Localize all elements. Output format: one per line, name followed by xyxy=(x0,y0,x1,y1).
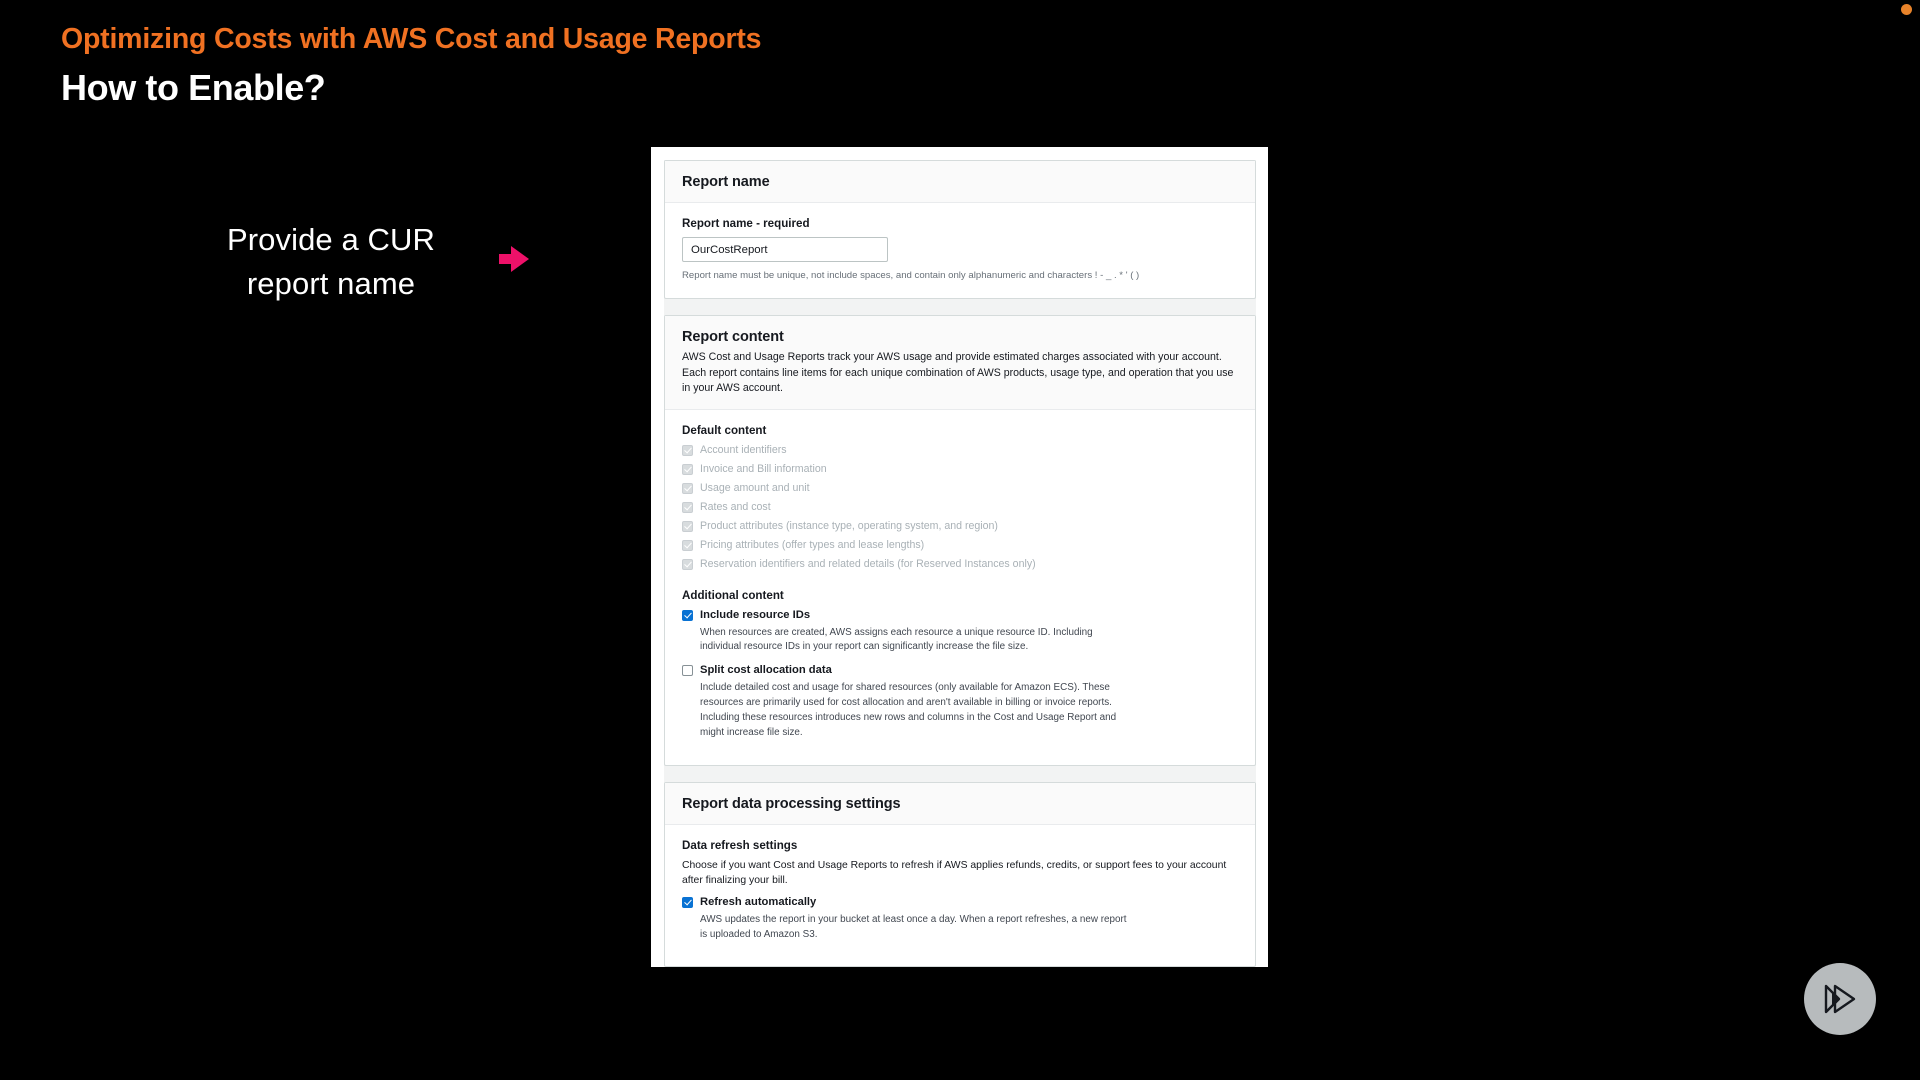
report-name-input[interactable] xyxy=(682,237,888,262)
default-content-item: Product attributes (instance type, opera… xyxy=(682,519,1238,534)
report-name-hint: Report name must be unique, not include … xyxy=(682,270,1140,281)
report-processing-title: Report data processing settings xyxy=(682,795,901,812)
refresh-automatically-row[interactable]: Refresh automatically xyxy=(682,895,1238,911)
aws-console-screenshot: Report name Report name - required Repor… xyxy=(651,147,1268,968)
console-form: Report name Report name - required Repor… xyxy=(664,160,1256,968)
default-content-item-label: Product attributes (instance type, opera… xyxy=(700,519,998,532)
checkbox-checked-disabled-icon xyxy=(682,482,693,494)
report-content-title: Report content xyxy=(682,329,784,346)
slide-eyebrow-title: Optimizing Costs with AWS Cost and Usage… xyxy=(61,23,762,55)
default-content-item-label: Rates and cost xyxy=(700,500,771,513)
default-content-list: Account identifiers Invoice and Bill inf… xyxy=(682,443,1238,572)
split-cost-allocation-label: Split cost allocation data xyxy=(700,664,832,677)
default-content-item-label: Invoice and Bill information xyxy=(700,462,827,475)
split-cost-allocation-row[interactable]: Split cost allocation data xyxy=(682,663,1238,679)
default-content-item-label: Account identifiers xyxy=(700,443,787,456)
checkbox-unchecked-icon[interactable] xyxy=(682,665,693,677)
default-content-item: Pricing attributes (offer types and leas… xyxy=(682,538,1238,553)
report-name-title: Report name xyxy=(682,174,770,190)
checkbox-checked-icon[interactable] xyxy=(682,896,693,908)
checkbox-checked-disabled-icon xyxy=(682,539,693,551)
additional-content-title: Additional content xyxy=(682,588,784,602)
report-content-card-header: Report content AWS Cost and Usage Report… xyxy=(665,316,1255,410)
default-content-title: Default content xyxy=(682,423,767,437)
default-content-item: Reservation identifiers and related deta… xyxy=(682,557,1238,572)
split-cost-allocation-help: Include detailed cost and usage for shar… xyxy=(700,682,1117,738)
report-content-description: AWS Cost and Usage Reports track your AW… xyxy=(682,351,1234,395)
data-refresh-settings-desc: Choose if you want Cost and Usage Report… xyxy=(682,859,1227,886)
report-processing-card-body: Data refresh settings Choose if you want… xyxy=(665,825,1255,967)
play-button[interactable] xyxy=(1804,963,1876,1035)
title-block: Optimizing Costs with AWS Cost and Usage… xyxy=(61,22,762,110)
pink-arrow-icon xyxy=(499,246,529,272)
refresh-automatically-help: AWS updates the report in your bucket at… xyxy=(700,913,1127,940)
report-processing-card: Report data processing settings Data ref… xyxy=(664,781,1256,968)
double-play-icon xyxy=(1824,984,1856,1014)
callout-text: Provide a CUR report name xyxy=(226,222,436,302)
report-name-field-label: Report name - required xyxy=(682,217,810,230)
report-content-card: Report content AWS Cost and Usage Report… xyxy=(664,315,1256,766)
report-name-card-header: Report name xyxy=(665,161,1255,203)
default-content-item: Rates and cost xyxy=(682,500,1238,515)
report-processing-card-header: Report data processing settings xyxy=(665,782,1255,825)
checkbox-checked-icon[interactable] xyxy=(682,609,693,621)
checkbox-checked-disabled-icon xyxy=(682,444,693,456)
checkbox-checked-disabled-icon xyxy=(682,463,693,475)
checkbox-checked-disabled-icon xyxy=(682,501,693,513)
default-content-item: Account identifiers xyxy=(682,443,1238,458)
default-content-item: Invoice and Bill information xyxy=(682,462,1238,477)
default-content-item: Usage amount and unit xyxy=(682,481,1238,496)
report-name-card-body: Report name - required Report name must … xyxy=(665,203,1255,298)
slide-main-title: How to Enable? xyxy=(61,66,326,108)
data-refresh-settings-title: Data refresh settings xyxy=(682,838,798,852)
include-resource-ids-label: Include resource IDs xyxy=(700,608,811,621)
report-name-card: Report name Report name - required Repor… xyxy=(664,160,1256,300)
refresh-automatically-label: Refresh automatically xyxy=(700,895,817,908)
checkbox-checked-disabled-icon xyxy=(682,520,693,532)
default-content-item-label: Pricing attributes (offer types and leas… xyxy=(700,538,925,551)
include-resource-ids-help: When resources are created, AWS assigns … xyxy=(700,626,1093,653)
checkbox-checked-disabled-icon xyxy=(682,558,693,570)
recording-indicator-dot xyxy=(1901,4,1912,15)
include-resource-ids-row[interactable]: Include resource IDs xyxy=(682,608,1238,624)
default-content-item-label: Usage amount and unit xyxy=(700,481,810,494)
default-content-item-label: Reservation identifiers and related deta… xyxy=(700,557,1036,570)
report-content-card-body: Default content Account identifiers Invo… xyxy=(665,410,1255,765)
